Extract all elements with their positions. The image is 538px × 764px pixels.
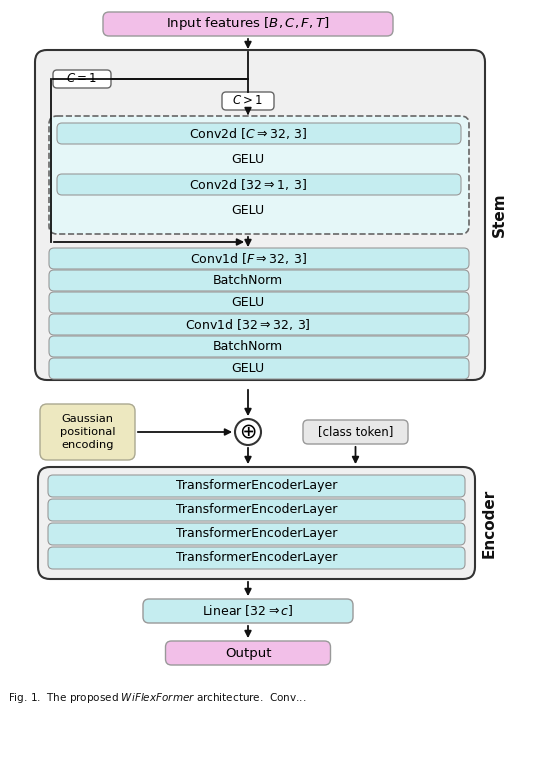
- FancyBboxPatch shape: [303, 420, 408, 444]
- Text: $\oplus$: $\oplus$: [239, 422, 257, 442]
- FancyBboxPatch shape: [49, 248, 469, 269]
- FancyBboxPatch shape: [49, 292, 469, 313]
- Text: GELU: GELU: [231, 362, 265, 375]
- FancyBboxPatch shape: [35, 50, 485, 380]
- FancyBboxPatch shape: [222, 92, 274, 110]
- FancyBboxPatch shape: [48, 523, 465, 545]
- FancyBboxPatch shape: [49, 336, 469, 357]
- FancyBboxPatch shape: [48, 499, 465, 521]
- Text: BatchNorm: BatchNorm: [213, 340, 283, 353]
- FancyBboxPatch shape: [143, 599, 353, 623]
- Text: Stem: Stem: [492, 193, 506, 238]
- FancyBboxPatch shape: [48, 475, 465, 497]
- Text: TransformerEncoderLayer: TransformerEncoderLayer: [176, 503, 337, 516]
- Text: Fig. 1.  The proposed $\it{WiFlexFormer}$ architecture.  Conv...: Fig. 1. The proposed $\it{WiFlexFormer}$…: [8, 691, 306, 705]
- Text: TransformerEncoderLayer: TransformerEncoderLayer: [176, 480, 337, 493]
- FancyBboxPatch shape: [166, 641, 330, 665]
- FancyBboxPatch shape: [49, 116, 469, 234]
- Text: [class token]: [class token]: [318, 426, 393, 439]
- Text: Gaussian
positional
encoding: Gaussian positional encoding: [60, 414, 115, 450]
- FancyBboxPatch shape: [103, 12, 393, 36]
- FancyBboxPatch shape: [57, 174, 461, 195]
- Text: Conv1d $[32 \Rightarrow 32,\, 3]$: Conv1d $[32 \Rightarrow 32,\, 3]$: [185, 317, 311, 332]
- Text: $C = 1$: $C = 1$: [67, 73, 97, 86]
- FancyBboxPatch shape: [40, 404, 135, 460]
- Text: Linear $[32 \Rightarrow c]$: Linear $[32 \Rightarrow c]$: [202, 604, 294, 619]
- FancyBboxPatch shape: [57, 123, 461, 144]
- FancyBboxPatch shape: [49, 314, 469, 335]
- FancyBboxPatch shape: [49, 358, 469, 379]
- Text: Encoder: Encoder: [482, 488, 497, 558]
- Text: GELU: GELU: [231, 153, 265, 166]
- Text: Conv2d $[32 \Rightarrow 1,\, 3]$: Conv2d $[32 \Rightarrow 1,\, 3]$: [189, 177, 307, 192]
- Text: Input features $[B, C, F, T]$: Input features $[B, C, F, T]$: [166, 15, 330, 33]
- Text: TransformerEncoderLayer: TransformerEncoderLayer: [176, 527, 337, 540]
- Text: Conv2d $[C \Rightarrow 32,\, 3]$: Conv2d $[C \Rightarrow 32,\, 3]$: [189, 126, 307, 141]
- FancyBboxPatch shape: [49, 270, 469, 291]
- FancyBboxPatch shape: [38, 467, 475, 579]
- Text: GELU: GELU: [231, 296, 265, 309]
- Text: Conv1d $[F \Rightarrow 32,\, 3]$: Conv1d $[F \Rightarrow 32,\, 3]$: [189, 251, 307, 266]
- Text: $C > 1$: $C > 1$: [232, 95, 264, 108]
- Text: BatchNorm: BatchNorm: [213, 274, 283, 287]
- FancyBboxPatch shape: [53, 70, 111, 88]
- Text: GELU: GELU: [231, 204, 265, 217]
- Text: TransformerEncoderLayer: TransformerEncoderLayer: [176, 552, 337, 565]
- Text: Output: Output: [225, 646, 271, 659]
- Circle shape: [235, 419, 261, 445]
- FancyBboxPatch shape: [48, 547, 465, 569]
